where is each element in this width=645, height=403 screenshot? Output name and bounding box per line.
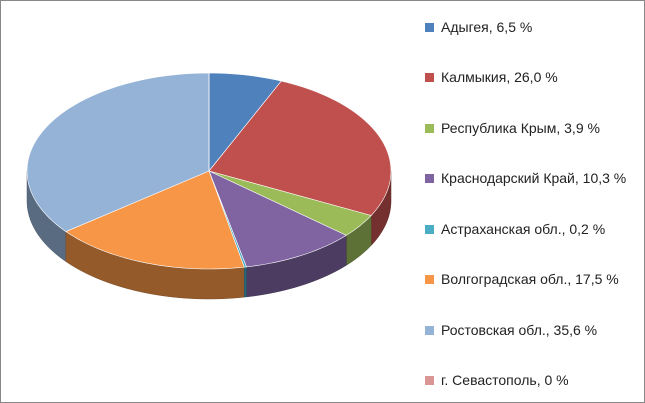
legend-item: Волгоградская обл., 17,5 % — [423, 271, 633, 288]
legend-swatch — [425, 123, 434, 133]
legend-item: Калмыкия, 26,0 % — [423, 69, 633, 86]
legend-swatch — [425, 375, 434, 385]
slice — [208, 170, 347, 268]
slice — [208, 170, 372, 236]
legend-item: Адыгея, 6,5 % — [423, 19, 633, 36]
legend-item: Ростовская обл., 35,6 % — [423, 322, 633, 339]
legend-label: Калмыкия, 26,0 % — [441, 69, 558, 86]
legend-label: Республика Крым, 3,9 % — [441, 119, 600, 136]
legend-swatch — [425, 73, 434, 83]
legend-label: Волгоградская обл., 17,5 % — [441, 271, 619, 288]
slice-side — [243, 266, 247, 298]
legend-swatch — [425, 174, 434, 184]
legend-swatch — [425, 23, 434, 32]
legend-label: Адыгея, 6,5 % — [441, 19, 533, 35]
legend-label: г. Севастополь, 0 % — [441, 371, 569, 388]
legend-label: Краснодарский Край, 10,3 % — [441, 170, 627, 187]
legend-swatch — [425, 275, 434, 285]
pie-chart — [26, 72, 392, 300]
legend-item: Астраханская обл., 0,2 % — [423, 221, 633, 238]
slice — [26, 72, 210, 232]
legend-swatch — [425, 325, 434, 335]
legend-item: г. Севастополь, 0 % — [423, 372, 633, 389]
legend-label: Ростовская обл., 35,6 % — [441, 321, 598, 338]
slice — [208, 80, 392, 216]
legend-item: Республика Крым, 3,9 % — [423, 120, 633, 137]
legend-swatch — [425, 224, 434, 234]
slice — [208, 72, 282, 172]
legend-label: Астраханская обл., 0,2 % — [441, 220, 606, 237]
legend-item: Краснодарский Край, 10,3 % — [423, 170, 633, 187]
slice — [65, 170, 245, 270]
legend: Адыгея, 6,5 % Калмыкия, 26,0 % Республика … — [423, 19, 633, 389]
